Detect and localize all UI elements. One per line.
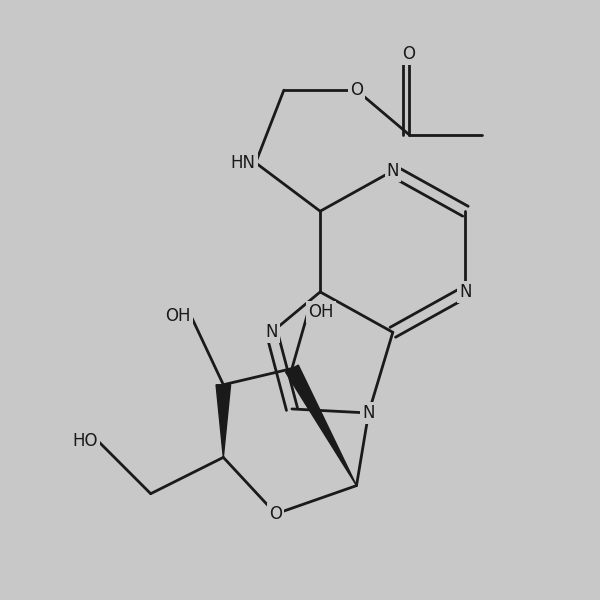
Text: N: N: [266, 323, 278, 341]
Text: OH: OH: [308, 303, 334, 321]
Text: N: N: [459, 283, 472, 301]
Text: O: O: [269, 505, 282, 523]
Text: O: O: [403, 45, 415, 63]
Text: HN: HN: [230, 154, 256, 172]
Text: N: N: [386, 162, 399, 180]
Text: N: N: [362, 404, 375, 422]
Text: HO: HO: [73, 432, 98, 450]
Text: OH: OH: [166, 307, 191, 325]
Text: O: O: [350, 81, 363, 99]
Polygon shape: [286, 365, 356, 485]
Polygon shape: [216, 385, 230, 457]
